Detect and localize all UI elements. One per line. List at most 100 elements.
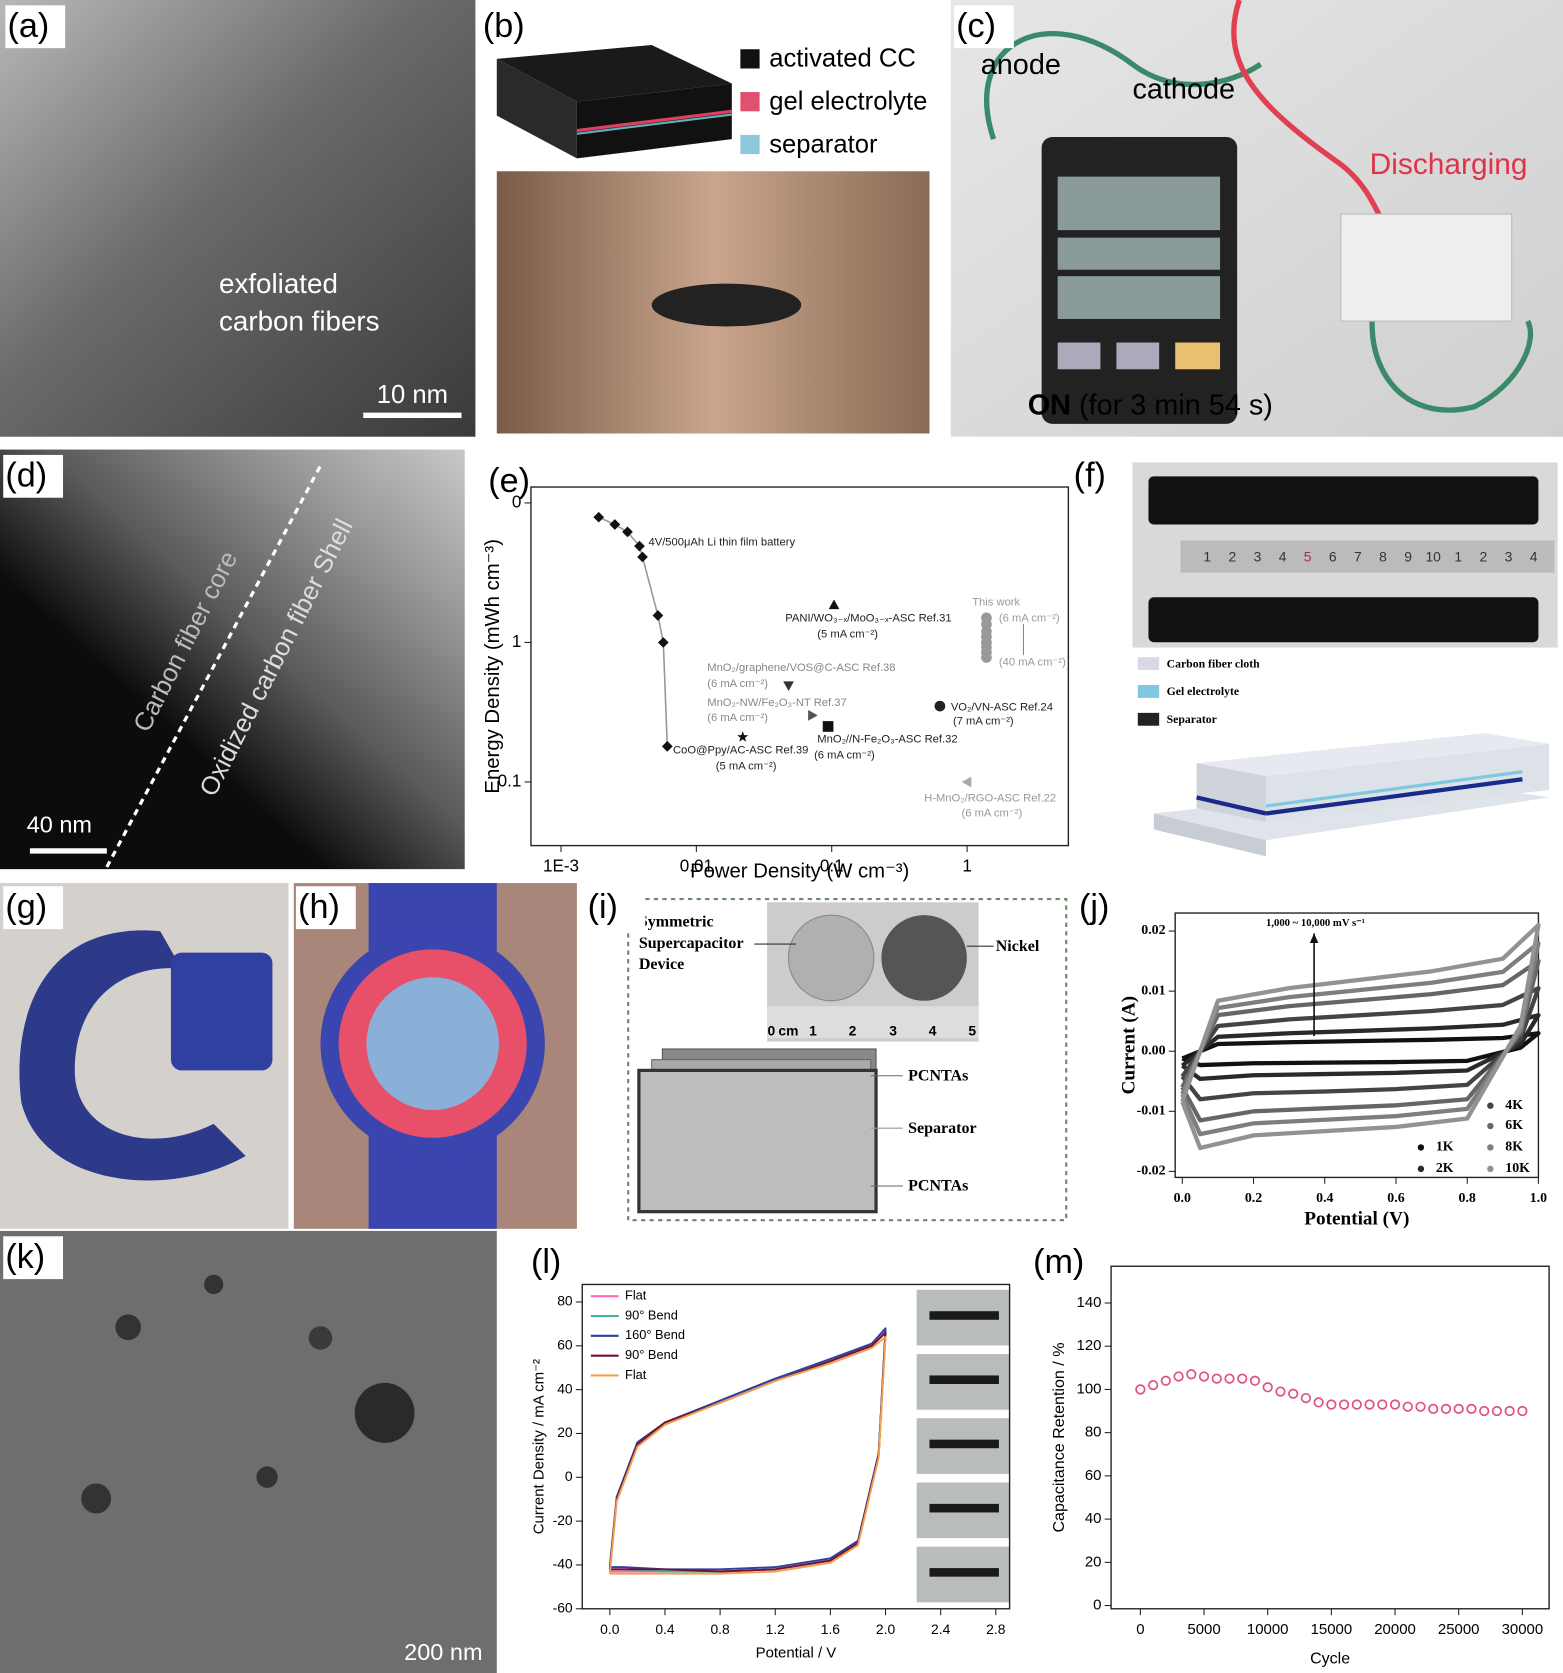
inset-device [929, 1568, 999, 1577]
annotation: PANI/WO₃₋ₓ/MoO₃₋ₓ-ASC Ref.31 [785, 613, 951, 625]
ruler-number: 9 [1404, 548, 1412, 564]
marker [1326, 1399, 1337, 1410]
image-label: exfoliated [219, 268, 338, 299]
y-tick-label: 60 [1085, 1467, 1102, 1484]
nickel-coin [881, 915, 967, 1001]
series-line [1180, 958, 1541, 1123]
x-tick-label: 2.4 [931, 1621, 951, 1637]
x-tick-label: 0.2 [1245, 1191, 1262, 1206]
legend-label: 1K [1436, 1140, 1454, 1155]
layer [1153, 813, 1266, 857]
diagram-label: Nickel [996, 938, 1040, 955]
x-tick-label: 0.8 [1459, 1191, 1476, 1206]
series-line [1180, 985, 1541, 1102]
y-axis-label: Current Density / mA cm⁻² [530, 1359, 547, 1534]
marker [1147, 1379, 1159, 1391]
marker [1249, 1375, 1261, 1386]
timer-button [1175, 342, 1221, 370]
sem-layer [637, 1068, 878, 1214]
y-tick-label: 0 [512, 492, 522, 511]
panel-label-bg [3, 1236, 64, 1280]
device-photo [651, 283, 802, 327]
panel-label: (a) [7, 7, 49, 45]
ruler-number: 0 [767, 1023, 775, 1039]
ruler-number: 3 [1505, 548, 1513, 564]
marker [1491, 1405, 1503, 1417]
x-tick-label: 5000 [1187, 1621, 1220, 1638]
timer-screen [1057, 176, 1221, 231]
photo-label: (for 3 min 54 s) [1079, 389, 1273, 421]
legend-label: Flat [625, 1288, 647, 1303]
diagram-label: Separator [908, 1120, 977, 1137]
ruler [1180, 540, 1555, 573]
series-line [608, 1331, 887, 1573]
carbon-cloth [1148, 476, 1539, 525]
series-line [608, 1336, 887, 1575]
wire [984, 31, 1263, 140]
legend-label: Carbon fiber cloth [1167, 657, 1261, 670]
carbon-cloth [1148, 597, 1539, 643]
panel-label: (h) [298, 888, 340, 926]
legend-marker [1417, 1144, 1425, 1151]
timer-button [1116, 342, 1160, 370]
legend-label: 160° Bend [625, 1327, 685, 1342]
series-line [608, 1327, 887, 1571]
legend-marker [1487, 1165, 1494, 1173]
marker [737, 731, 749, 742]
diagram-label: Device [639, 956, 684, 973]
scale-bar-label: 40 nm [27, 812, 92, 838]
ruler-number: 4 [1279, 548, 1287, 564]
inset-device [929, 1503, 999, 1513]
panel-label: (j) [1079, 888, 1109, 926]
panel-label-bg [5, 5, 66, 49]
panel-label: (d) [5, 456, 47, 494]
legend-swatch [1137, 712, 1160, 726]
marker [808, 710, 818, 721]
inset-device [929, 1439, 999, 1449]
legend-marker [1487, 1102, 1494, 1109]
marker [981, 652, 992, 663]
x-tick-label: 1.0 [1530, 1191, 1547, 1206]
pore [354, 1382, 415, 1443]
ruler-number: 2 [1480, 548, 1488, 564]
ruler-number: 6 [1329, 548, 1337, 564]
x-tick-label: 0.4 [1316, 1191, 1333, 1206]
ruler-number: 2 [1228, 548, 1236, 564]
frame [627, 898, 1068, 1222]
marker [1338, 1399, 1350, 1410]
legend-marker [1417, 1165, 1425, 1173]
ruler-number: 3 [1254, 548, 1262, 564]
plot-frame [581, 1283, 1011, 1610]
marker [1364, 1399, 1375, 1410]
x-tick-label: 1.2 [766, 1621, 786, 1637]
separator-layer [1196, 795, 1267, 816]
y-tick-label: 0.01 [1141, 983, 1165, 998]
marker [934, 700, 946, 712]
y-tick-label: 100 [1077, 1380, 1102, 1397]
legend-label: 10K [1505, 1161, 1530, 1176]
timer-button [1057, 342, 1101, 370]
legend-swatch [1137, 685, 1160, 698]
device-top [496, 44, 732, 102]
layer [1196, 733, 1550, 777]
inset-device [929, 1311, 999, 1320]
marker [1288, 1388, 1299, 1399]
marker [1402, 1401, 1413, 1412]
panel-label: (m) [1033, 1243, 1084, 1281]
panel-label: (i) [588, 888, 618, 926]
ruler-number: 7 [1354, 548, 1362, 564]
marker [1377, 1399, 1388, 1410]
panel-label-bg [3, 886, 64, 930]
annotation: 1,000 ~ 10,000 mV s⁻¹ [1266, 917, 1365, 929]
y-tick-label: -0.01 [1137, 1103, 1166, 1118]
x-tick-label: 0.0 [600, 1621, 620, 1637]
panel-label-bg [480, 5, 541, 49]
sem-image [0, 1230, 497, 1673]
interface-line [105, 464, 322, 868]
separator-layer [1265, 777, 1523, 816]
legend-label: 4K [1505, 1098, 1523, 1113]
legend-marker [1487, 1144, 1494, 1151]
panel-label-bg [585, 886, 646, 930]
x-tick-label: 1 [962, 857, 972, 876]
ruler-number: 4 [1530, 548, 1538, 564]
